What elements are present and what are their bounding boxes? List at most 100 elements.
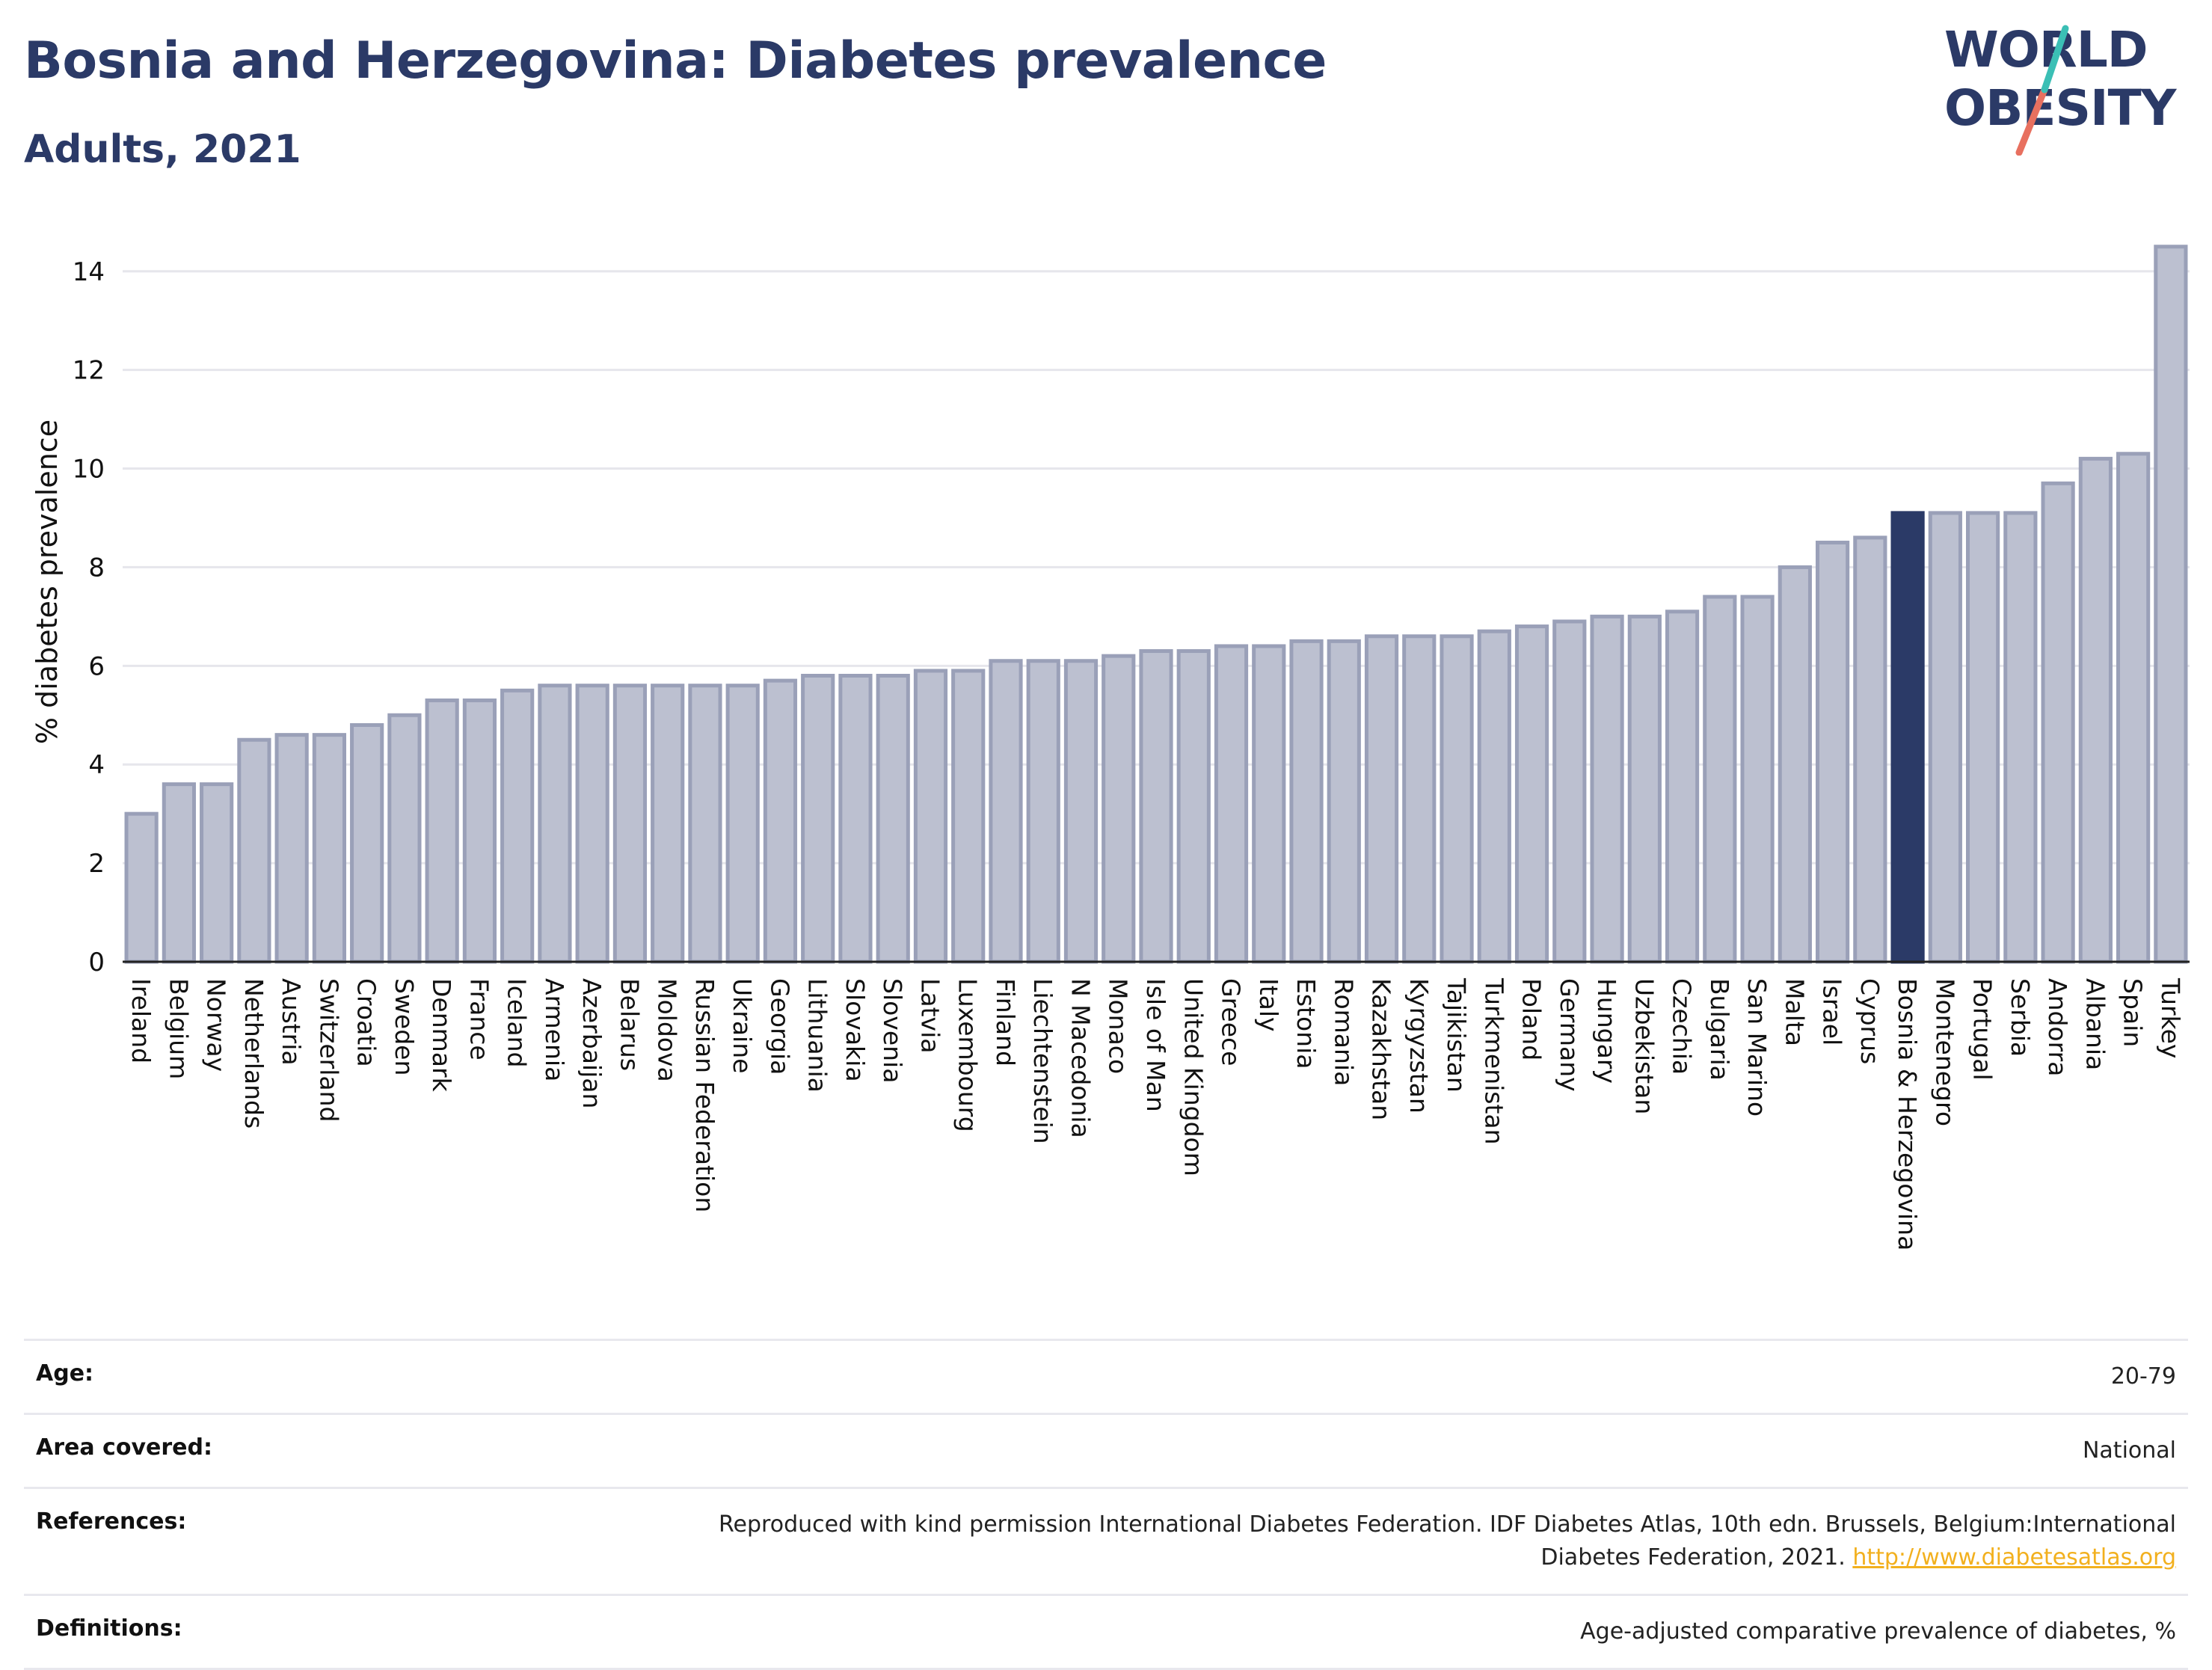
meta-row-age: Age: 20-79 bbox=[24, 1339, 2188, 1413]
x-axis-labels: Ireland Belgium Norway Netherlands Austria Sw… bbox=[126, 977, 2185, 1250]
page-title: Bosnia and Herzegovina: Diabetes prevale… bbox=[24, 31, 1327, 90]
y-tick-label: 12 bbox=[73, 356, 105, 386]
x-tick-label: Russian Federation bbox=[690, 978, 719, 1212]
x-tick-label: Bulgaria bbox=[1705, 978, 1734, 1081]
bar bbox=[1703, 595, 1737, 964]
x-tick-label: Greece bbox=[1217, 978, 1246, 1066]
bar bbox=[1928, 511, 1962, 964]
x-tick-label: Liechtenstein bbox=[1028, 978, 1057, 1144]
x-tick-label: Armenia bbox=[540, 978, 569, 1081]
bar bbox=[1214, 644, 1249, 964]
x-tick-label: Iceland bbox=[503, 978, 532, 1067]
x-tick-label: Turkey bbox=[2156, 977, 2185, 1058]
x-tick-label: Luxembourg bbox=[953, 978, 983, 1132]
page-subtitle: Adults, 2021 bbox=[24, 127, 301, 172]
age-value: 20-79 bbox=[2110, 1363, 2176, 1390]
x-tick-label: Denmark bbox=[427, 978, 456, 1093]
x-tick-label: Belarus bbox=[615, 978, 644, 1071]
meta-row-references: References: Reproduced with kind permiss… bbox=[24, 1487, 2188, 1594]
bar bbox=[913, 669, 948, 964]
bar bbox=[1665, 610, 1700, 964]
x-tick-label: Azerbaijan bbox=[577, 978, 606, 1108]
bar bbox=[1965, 511, 2000, 964]
x-tick-label: Moldova bbox=[653, 978, 682, 1082]
logo-slash-icon bbox=[2015, 25, 2069, 156]
x-tick-label: Israel bbox=[1818, 978, 1847, 1046]
bar bbox=[1815, 540, 1850, 964]
bar-chart: 0 2 4 6 8 10 12 14 Ireland Belgium Norway Netherla… bbox=[31, 245, 2190, 1250]
x-tick-label: N Macedonia bbox=[1066, 978, 1095, 1138]
bar bbox=[1063, 659, 1099, 964]
bar bbox=[1440, 634, 1474, 964]
bar bbox=[2041, 481, 2075, 964]
y-axis-label: % diabetes prevalence bbox=[31, 420, 64, 744]
x-tick-label: Slovenia bbox=[878, 978, 907, 1083]
x-tick-label: Italy bbox=[1254, 978, 1283, 1032]
x-tick-label: Malta bbox=[1780, 978, 1809, 1046]
bar bbox=[200, 782, 234, 964]
meta-row-definitions: Definitions: Age-adjusted comparative pr… bbox=[24, 1594, 2188, 1670]
bar bbox=[500, 688, 535, 964]
y-tick-label: 4 bbox=[88, 750, 105, 780]
x-tick-label: Hungary bbox=[1592, 978, 1621, 1084]
bar bbox=[801, 674, 835, 964]
bar bbox=[1590, 614, 1624, 964]
x-tick-label: Monaco bbox=[1104, 978, 1133, 1074]
bar bbox=[651, 684, 685, 964]
metadata-table: Age: 20-79 Area covered: National Refere… bbox=[24, 1339, 2188, 1670]
x-tick-label: San Marino bbox=[1742, 978, 1772, 1117]
references-link[interactable]: http://www.diabetesatlas.org bbox=[1852, 1544, 2176, 1571]
x-tick-label: Bosnia & Herzegovina bbox=[1893, 978, 1922, 1250]
y-tick-label: 14 bbox=[73, 257, 105, 287]
x-tick-label: Georgia bbox=[765, 978, 794, 1075]
y-tick-label: 10 bbox=[73, 455, 105, 485]
bar bbox=[2116, 452, 2151, 964]
x-tick-label: Austria bbox=[277, 978, 306, 1066]
x-tick-label: Germany bbox=[1555, 978, 1584, 1092]
x-tick-label: Serbia bbox=[2006, 978, 2035, 1057]
bar bbox=[989, 659, 1023, 964]
x-tick-label: Norway bbox=[202, 978, 231, 1072]
definitions-label: Definitions: bbox=[36, 1615, 182, 1642]
bar bbox=[350, 722, 384, 964]
x-tick-label: Latvia bbox=[915, 978, 944, 1053]
x-tick-label: Switzerland bbox=[314, 978, 343, 1123]
age-label: Age: bbox=[36, 1360, 94, 1387]
x-tick-label: Andorra bbox=[2043, 978, 2072, 1076]
references-label: References: bbox=[36, 1508, 187, 1535]
references-text: Reproduced with kind permission Internat… bbox=[719, 1511, 2176, 1571]
y-tick-label: 8 bbox=[88, 553, 105, 583]
x-tick-label: Isle of Man bbox=[1141, 978, 1170, 1112]
bar bbox=[162, 782, 196, 964]
bar bbox=[538, 684, 572, 964]
x-tick-label: Lithuania bbox=[803, 978, 832, 1093]
bar bbox=[124, 811, 159, 964]
bar bbox=[1252, 644, 1286, 964]
world-obesity-logo: WORLD OBESITY bbox=[1944, 21, 2199, 156]
y-tick-label: 0 bbox=[88, 948, 105, 977]
meta-row-area: Area covered: National bbox=[24, 1413, 2188, 1487]
bar bbox=[2078, 456, 2113, 964]
bar bbox=[575, 684, 609, 964]
bar bbox=[1627, 614, 1662, 964]
x-tick-label: Romania bbox=[1329, 978, 1358, 1086]
x-tick-label: Portugal bbox=[1968, 978, 1997, 1081]
x-tick-label: Albania bbox=[2080, 978, 2110, 1070]
bar bbox=[1176, 649, 1211, 964]
bar bbox=[725, 684, 760, 964]
x-tick-label: Tajikistan bbox=[1442, 977, 1471, 1093]
x-tick-label: Croatia bbox=[352, 978, 381, 1067]
bar bbox=[1552, 619, 1587, 964]
bar bbox=[274, 733, 309, 964]
bar bbox=[1402, 634, 1437, 964]
bar bbox=[876, 674, 910, 964]
bar bbox=[2154, 245, 2188, 964]
x-tick-label: Montenegro bbox=[1930, 978, 1959, 1126]
x-tick-label: Poland bbox=[1517, 978, 1546, 1060]
bar bbox=[1514, 624, 1549, 964]
x-tick-label: Ireland bbox=[126, 978, 156, 1063]
x-tick-label: Slovakia bbox=[841, 978, 870, 1082]
bar bbox=[1327, 639, 1361, 964]
logo-line-2: OBESITY bbox=[1944, 79, 2176, 137]
x-tick-label: Cyprus bbox=[1855, 978, 1884, 1064]
